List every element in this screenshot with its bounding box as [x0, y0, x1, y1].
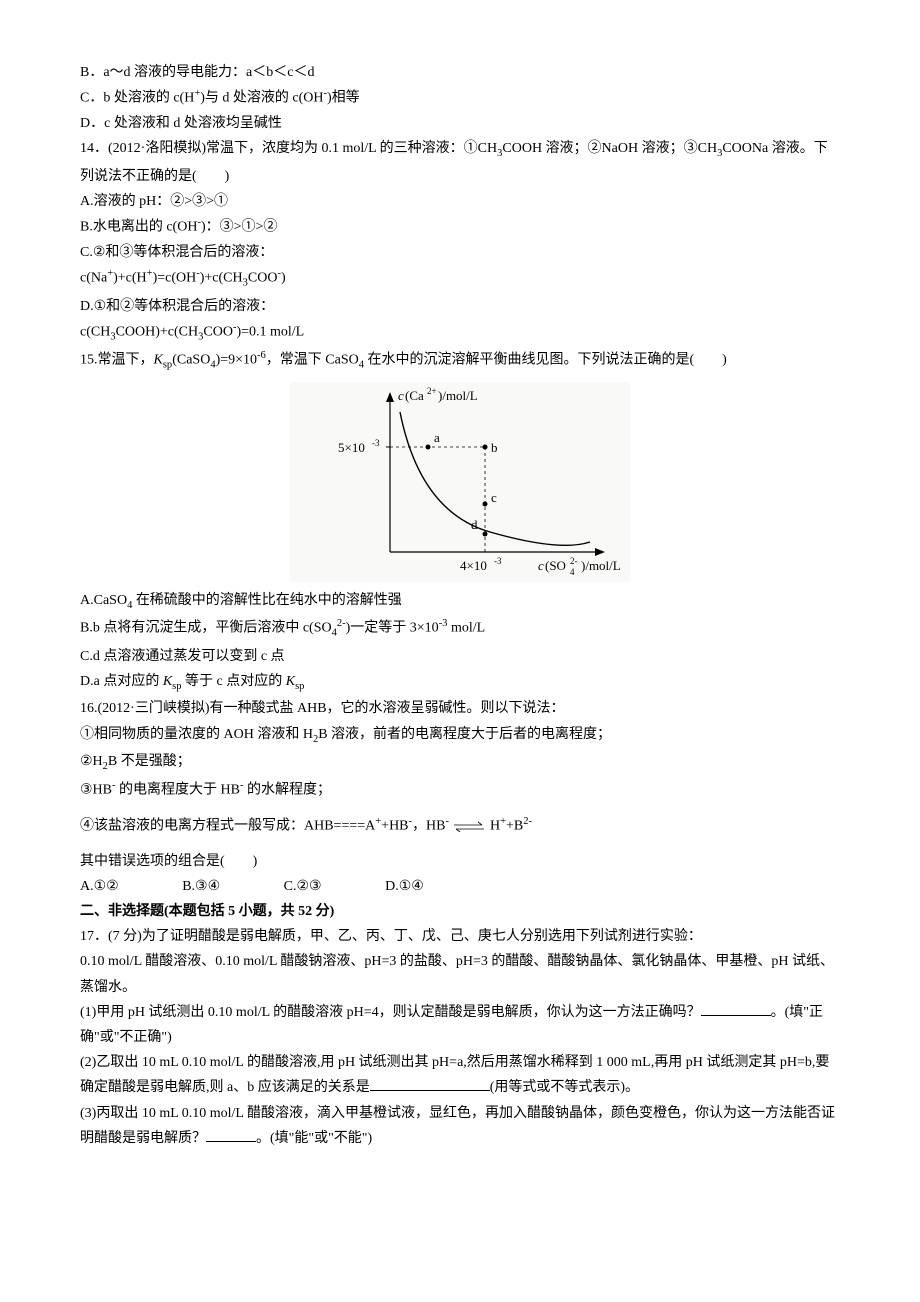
pt-a: a — [434, 430, 440, 445]
q14-D: D.①和②等体积混合后的溶液： — [80, 294, 840, 319]
svg-text:4: 4 — [570, 567, 575, 577]
section2-heading: 二、非选择题(本题包括 5 小题，共 52 分) — [80, 899, 840, 924]
xlabel: c — [538, 558, 544, 573]
svg-text:2+: 2+ — [427, 386, 437, 396]
q17-reagents: 0.10 mol/L 醋酸溶液、0.10 mol/L 醋酸钠溶液、pH=3 的盐… — [80, 949, 840, 999]
q13-optC: C．b 处溶液的 c(H+)与 d 处溶液的 c(OH-)相等 — [80, 85, 840, 111]
q15-chart: a b c d 5×10 -3 4×10 -3 c (Ca 2+ )/mol/L… — [80, 382, 840, 582]
pt-d: d — [471, 517, 478, 532]
q17-p1: (1)甲用 pH 试纸测出 0.10 mol/L 的醋酸溶液 pH=4，则认定醋… — [80, 1000, 840, 1050]
q16-s4: ④该盐溶液的电离方程式一般写成：AHB====A++HB-，HB- H++B2- — [80, 813, 840, 839]
q16-optD: D.①④ — [385, 874, 424, 899]
q16-stem: 16.(2012·三门峡模拟)有一种酸式盐 AHB，它的水溶液呈弱碱性。则以下说… — [80, 696, 840, 721]
svg-text:)/mol/L: )/mol/L — [581, 558, 621, 573]
q15-B: B.b 点将有沉淀生成，平衡后溶液中 c(SO42-)一定等于 3×10-3 m… — [80, 615, 840, 643]
q16-s2: ②H2B 不是强酸； — [80, 749, 840, 777]
q17-p2: (2)乙取出 10 mL 0.10 mol/L 的醋酸溶液,用 pH 试纸测出其… — [80, 1050, 840, 1100]
q16-s1: ①相同物质的量浓度的 AOH 溶液和 H2B 溶液，前者的电离程度大于后者的电离… — [80, 722, 840, 750]
svg-text:2-: 2- — [570, 556, 578, 566]
blank-2 — [370, 1090, 490, 1091]
q17-stem: 17．(7 分)为了证明醋酸是弱电解质，甲、乙、丙、丁、戊、己、庚七人分别选用下… — [80, 924, 840, 949]
q15-A: A.CaSO4 在稀硫酸中的溶解性比在纯水中的溶解性强 — [80, 588, 840, 616]
q16-optA: A.①② — [80, 874, 119, 899]
q15-C: C.d 点溶液通过蒸发可以变到 c 点 — [80, 644, 840, 669]
q15-stem: 15.常温下，Ksp(CaSO4)=9×10-6，常温下 CaSO4 在水中的沉… — [80, 347, 840, 375]
xtick: 4×10 — [460, 558, 487, 573]
q14-C: C.②和③等体积混合后的溶液： — [80, 240, 840, 265]
q15-D: D.a 点对应的 Ksp 等于 c 点对应的 Ksp — [80, 669, 840, 697]
pt-b: b — [491, 440, 498, 455]
blank-3 — [206, 1141, 256, 1142]
q13-optD: D．c 处溶液和 d 处溶液均呈碱性 — [80, 111, 840, 136]
q17-p3: (3)丙取出 10 mL 0.10 mol/L 醋酸溶液，滴入甲基橙试液，显红色… — [80, 1101, 840, 1151]
solubility-curve-svg: a b c d 5×10 -3 4×10 -3 c (Ca 2+ )/mol/L… — [290, 382, 630, 582]
ylabel: c — [398, 388, 404, 403]
equilibrium-arrow-icon — [452, 821, 486, 832]
q16-options: A.①② B.③④ C.②③ D.①④ — [80, 874, 840, 899]
q14-D-eq: c(CH3COOH)+c(CH3COO-)=0.1 mol/L — [80, 319, 840, 347]
svg-text:(SO: (SO — [545, 558, 566, 573]
q14-B: B.水电离出的 c(OH-)：③>①>② — [80, 214, 840, 240]
q16-q: 其中错误选项的组合是( ) — [80, 849, 840, 874]
svg-text:(Ca: (Ca — [405, 388, 424, 403]
q16-s3: ③HB- 的电离程度大于 HB- 的水解程度； — [80, 777, 840, 803]
svg-text:)/mol/L: )/mol/L — [438, 388, 478, 403]
pt-c: c — [491, 490, 497, 505]
ytick: 5×10 — [338, 440, 365, 455]
q13-optB: B．a～d 溶液的导电能力：a＜b＜c＜d — [80, 60, 840, 85]
q16-optC: C.②③ — [284, 874, 322, 899]
q16-optB: B.③④ — [182, 874, 220, 899]
q14-C-eq: c(Na+)+c(H+)=c(OH-)+c(CH3COO-) — [80, 265, 840, 293]
q14-stem: 14．(2012·洛阳模拟)常温下，浓度均为 0.1 mol/L 的三种溶液：①… — [80, 136, 840, 189]
q14-A: A.溶液的 pH：②>③>① — [80, 189, 840, 214]
ytick-exp: -3 — [372, 438, 380, 448]
blank-1 — [701, 1015, 771, 1016]
xtick-exp: -3 — [494, 556, 502, 566]
